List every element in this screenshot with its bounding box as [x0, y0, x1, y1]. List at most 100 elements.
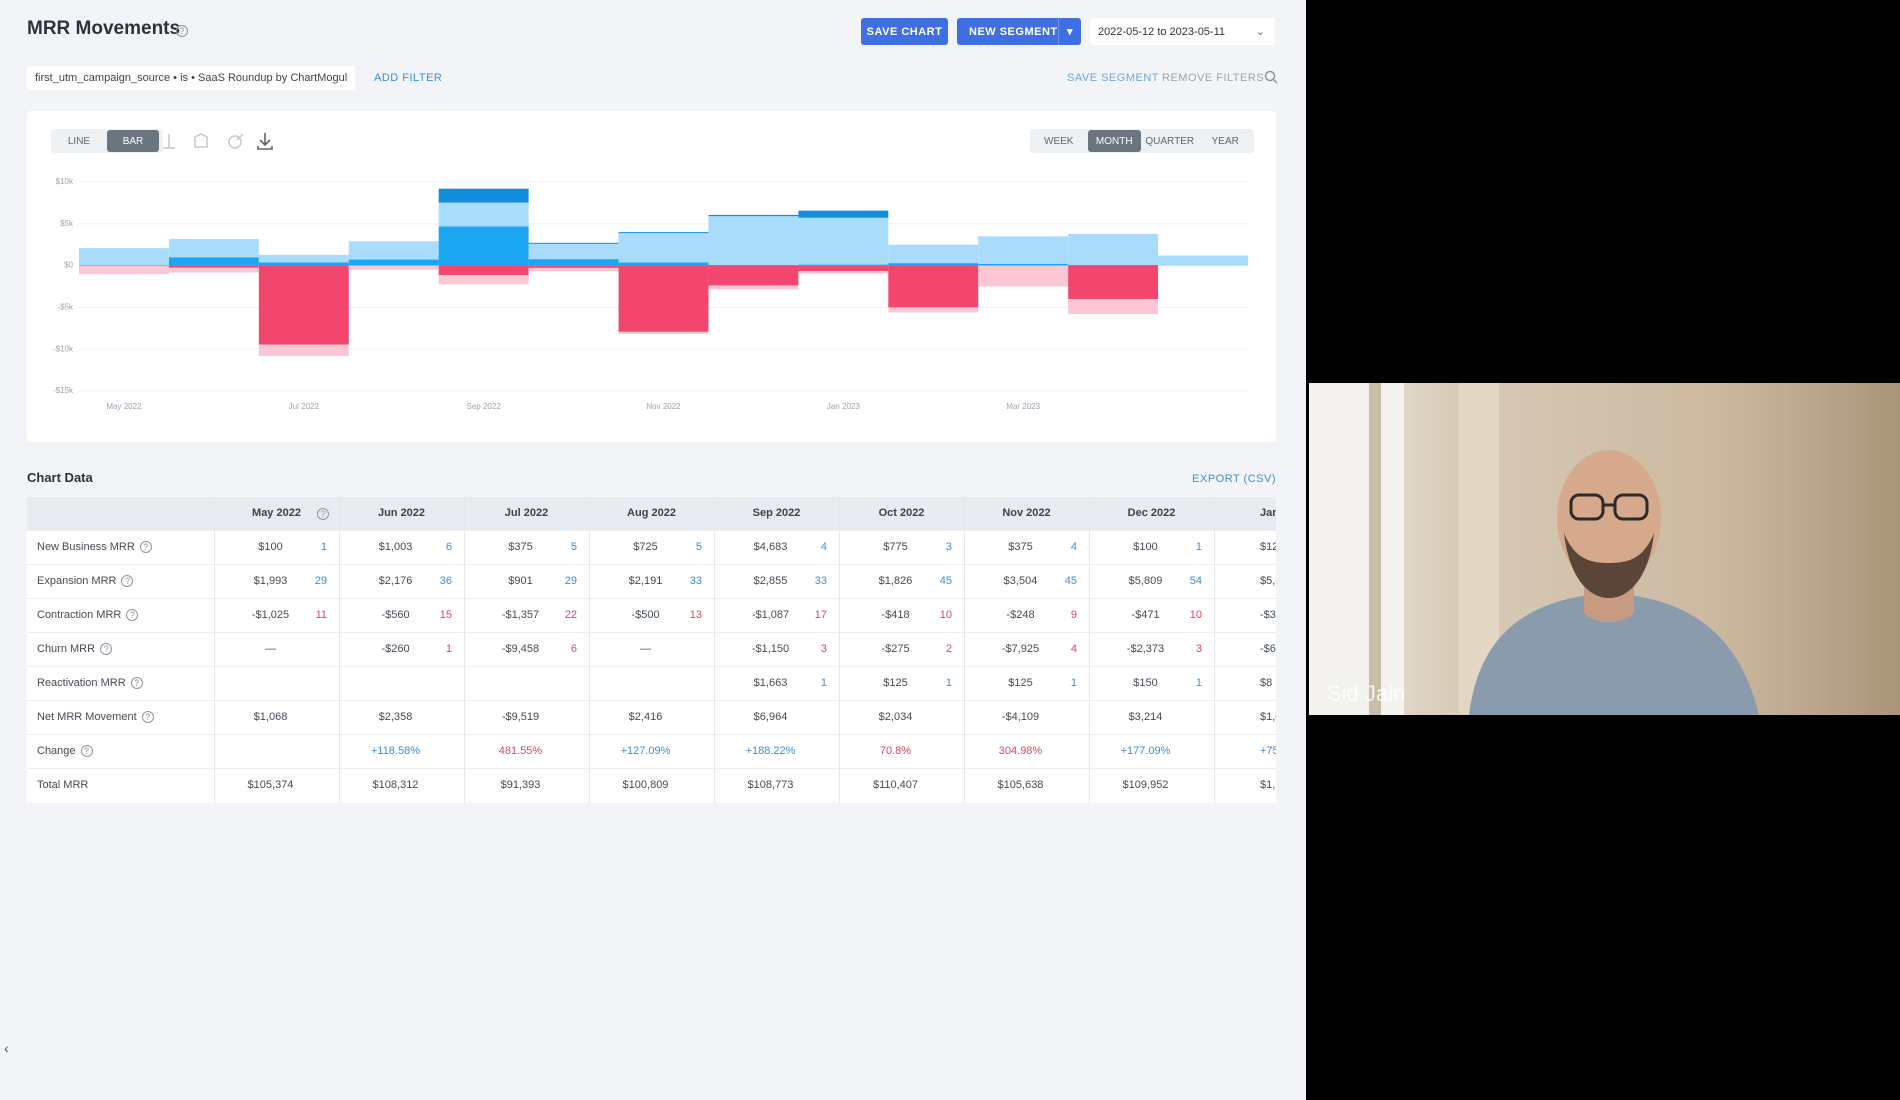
- cell-count: 2: [945, 643, 952, 655]
- glasses: [1569, 493, 1649, 521]
- column-divider: [1089, 497, 1090, 803]
- cell-value: $1,068: [253, 711, 288, 723]
- cell-value: $108,312: [372, 779, 419, 791]
- help-icon: ?: [141, 711, 154, 724]
- cell-value: $150: [1133, 677, 1158, 689]
- cell-count: 3: [820, 643, 827, 655]
- column-header: Nov 2022: [1002, 507, 1051, 519]
- bar-segment: [978, 263, 1069, 266]
- export-csv[interactable]: EXPORT (CSV): [1192, 473, 1276, 485]
- remove-filters[interactable]: REMOVE FILTERS: [1162, 72, 1265, 84]
- cell-count: 4: [820, 541, 827, 553]
- cell-value: $108,773: [747, 779, 794, 791]
- chart-type-toggle: LINE BAR: [51, 129, 163, 153]
- cell-value: +127.09%: [620, 745, 671, 757]
- cell-value: -$275: [881, 643, 910, 655]
- bar-segment: [798, 264, 889, 266]
- cell-value: -$260: [381, 643, 410, 655]
- row-label: Change?: [37, 734, 93, 768]
- cell-count: 29: [314, 575, 327, 587]
- row-divider: [27, 598, 1276, 599]
- chart-type-option[interactable]: LINE: [67, 135, 91, 147]
- row-label: Reactivation MRR?: [37, 666, 143, 700]
- bar-segment: [528, 243, 619, 260]
- x-tick-label: Mar 2023: [1006, 402, 1040, 411]
- period-option[interactable]: YEAR: [1211, 135, 1239, 147]
- period-option[interactable]: WEEK: [1044, 135, 1074, 147]
- cell-value: $105,374: [247, 779, 294, 791]
- row-divider: [27, 632, 1276, 633]
- column-header: Jul 2022: [504, 507, 549, 519]
- bar-segment: [798, 265, 889, 272]
- bar-segment: [438, 202, 529, 227]
- cell-value: $1,663: [753, 677, 788, 689]
- bar-segment: [79, 265, 169, 275]
- cell-value: $3,214: [1128, 711, 1163, 723]
- cell-value: $725: [633, 541, 658, 553]
- table-header: [27, 497, 1276, 530]
- collapse-arrow[interactable]: ‹: [4, 1040, 9, 1056]
- cell-count: 33: [814, 575, 827, 587]
- chart: $10k $5k $0 -$5k -$10k -$15k May 2022 Jul 2022 S…: [53, 177, 1248, 411]
- new-segment-button[interactable]: NEW SEGMENT ▾: [957, 18, 1081, 45]
- cell-value: $1,1: [1260, 779, 1276, 791]
- cell-count: 5: [695, 541, 702, 553]
- cell-value: -$2,373: [1126, 643, 1165, 655]
- cell-count: 9: [1070, 609, 1077, 621]
- cell-count: 6: [570, 643, 577, 655]
- add-filter[interactable]: ADD FILTER: [374, 72, 443, 84]
- column-divider: [464, 497, 465, 803]
- bar-segment: [1068, 233, 1159, 265]
- date-picker[interactable]: 2022-05-12 to 2023-05-11 ⌄: [1090, 18, 1275, 45]
- cell-value: —: [265, 643, 276, 655]
- bar-segment: [438, 265, 529, 276]
- cell-count: 11: [315, 609, 327, 621]
- y-tick-label: -$10k: [53, 344, 74, 353]
- search-icon[interactable]: [1264, 70, 1278, 84]
- y-tick-label: $5k: [60, 219, 74, 228]
- cell-value: -$9,458: [501, 643, 540, 655]
- window-frame: [1369, 383, 1381, 715]
- sweater: [1469, 593, 1759, 715]
- y-tick-label: $0: [64, 261, 73, 270]
- cell-count: 45: [939, 575, 952, 587]
- filter-pill[interactable]: first_utm_campaign_source • is • SaaS Ro…: [27, 66, 356, 90]
- bar-segment: [1068, 265, 1159, 300]
- bar-segment: [79, 264, 169, 266]
- period-option[interactable]: MONTH: [1087, 130, 1141, 152]
- cell-count: 10: [939, 609, 952, 621]
- cell-value: 304.98%: [998, 745, 1043, 757]
- cell-count: 10: [1189, 609, 1202, 621]
- bar-segment: [798, 217, 889, 265]
- row-divider: [27, 564, 1276, 565]
- help-icon[interactable]: ?: [176, 25, 188, 37]
- cell-count: 3: [1195, 643, 1202, 655]
- cell-count: 17: [814, 609, 827, 621]
- dropdown-caret[interactable]: ▾: [1058, 18, 1081, 45]
- cell-value: $125: [883, 677, 908, 689]
- help-icon: ?: [121, 575, 134, 588]
- save-chart-button[interactable]: SAVE CHART: [861, 18, 948, 45]
- bar-segment: [258, 262, 349, 266]
- cell-count: 1: [1195, 677, 1202, 689]
- bar-segment: [708, 216, 799, 265]
- column-header: Sep 2022: [752, 507, 801, 519]
- column-header: Aug 2022: [627, 507, 676, 519]
- bar-segment: [618, 233, 709, 263]
- cell-value: $1,003: [378, 541, 413, 553]
- cell-value: $375: [1008, 541, 1033, 553]
- column-header: Jan 2: [1260, 507, 1276, 519]
- period-option[interactable]: QUARTER: [1145, 135, 1195, 147]
- section-title: Chart Data: [27, 470, 93, 485]
- bar-segment: [798, 271, 889, 274]
- cell-value: $6,964: [753, 711, 788, 723]
- chart-type-option[interactable]: BAR: [107, 130, 159, 152]
- save-segment[interactable]: SAVE SEGMENT: [1067, 72, 1159, 84]
- bar-segment: [348, 259, 439, 266]
- row-divider: [27, 768, 1276, 769]
- toolbar-icons: [163, 133, 273, 150]
- cell-value: $2,034: [878, 711, 913, 723]
- column-divider: [339, 497, 340, 803]
- cell-count: 1: [445, 643, 452, 655]
- x-tick-label: Jul 2022: [289, 402, 320, 411]
